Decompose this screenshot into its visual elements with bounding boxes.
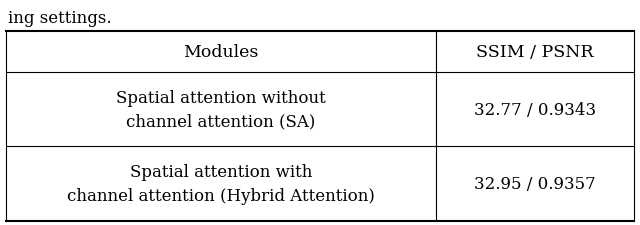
Text: Spatial attention without
channel attention (SA): Spatial attention without channel attent…	[116, 90, 326, 130]
Text: 32.95 / 0.9357: 32.95 / 0.9357	[474, 176, 596, 192]
Text: ing settings.: ing settings.	[8, 10, 111, 27]
Text: 32.77 / 0.9343: 32.77 / 0.9343	[474, 101, 596, 118]
Text: Modules: Modules	[184, 44, 259, 61]
Text: SSIM / PSNR: SSIM / PSNR	[476, 44, 594, 61]
Text: Spatial attention with
channel attention (Hybrid Attention): Spatial attention with channel attention…	[67, 164, 375, 204]
